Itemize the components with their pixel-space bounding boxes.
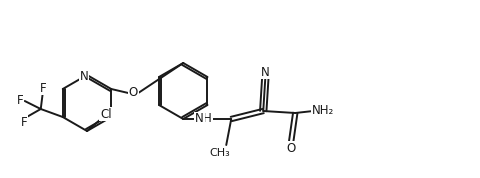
Text: N: N	[261, 66, 270, 78]
Text: F: F	[16, 95, 23, 108]
Text: N: N	[195, 112, 204, 125]
Text: NH₂: NH₂	[312, 104, 335, 117]
Text: O: O	[129, 87, 138, 100]
Text: Cl: Cl	[100, 108, 112, 121]
Text: H: H	[203, 112, 212, 125]
Text: F: F	[39, 82, 46, 95]
Text: N: N	[80, 69, 88, 82]
Text: F: F	[21, 116, 27, 129]
Text: O: O	[287, 142, 296, 155]
Text: CH₃: CH₃	[210, 148, 230, 158]
